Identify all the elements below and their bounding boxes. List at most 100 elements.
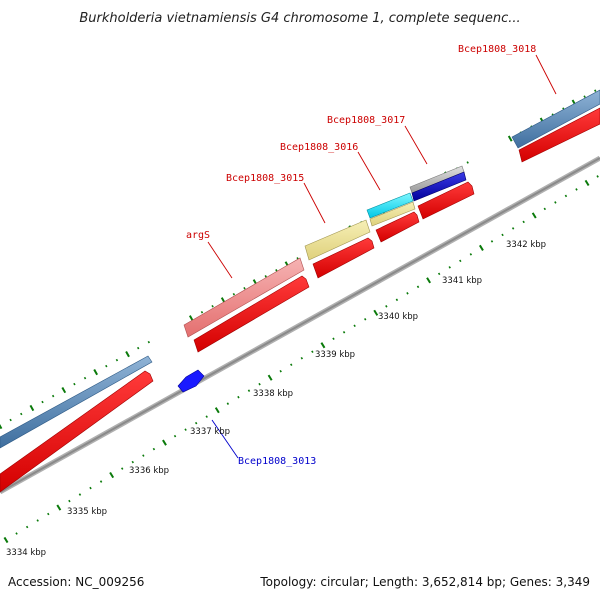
tick-mark: [247, 389, 251, 392]
tick-mark: [564, 194, 568, 198]
tick-mark: [385, 305, 388, 308]
tick-mark: [459, 259, 462, 263]
cds-arrow-3017[interactable]: [417, 181, 475, 220]
tick-mark: [478, 244, 484, 251]
tick-mark: [121, 467, 124, 470]
cds-arrow-args[interactable]: [193, 275, 310, 353]
tick-mark: [596, 175, 599, 178]
kbp-labels: 3334 kbp 3335 kbp 3336 kbp 3337 kbp 3338…: [6, 240, 546, 558]
accession-label: Accession: NC_009256: [8, 575, 144, 589]
gene-label-args[interactable]: argS: [186, 230, 210, 241]
kbp-label: 3341 kbp: [442, 276, 482, 286]
cds-arrow-3013[interactable]: [177, 369, 205, 393]
tick-mark: [9, 418, 12, 422]
tick-mark: [20, 412, 23, 416]
tick-mark: [51, 394, 55, 398]
tick-mark: [47, 512, 50, 516]
feature-block-3017-navy[interactable]: [411, 171, 467, 202]
gene-label-bcep1808-3017[interactable]: Bcep1808_3017: [327, 115, 405, 126]
tick-mark: [73, 382, 76, 386]
tick-mark: [200, 310, 204, 314]
tick-mark: [211, 304, 214, 308]
tick-mark: [353, 324, 356, 328]
tick-mark: [162, 439, 167, 446]
tick-mark: [0, 423, 3, 430]
tick-mark: [300, 356, 304, 360]
tick-mark: [416, 285, 420, 289]
tick-mark: [267, 374, 273, 381]
tick-mark: [142, 454, 145, 457]
feature-track-outer: [0, 89, 600, 449]
tick-mark: [311, 350, 314, 354]
tick-mark: [543, 207, 547, 211]
feature-block-args[interactable]: [183, 257, 305, 338]
tick-mark: [136, 346, 140, 350]
tick-mark: [594, 89, 597, 92]
tick-mark: [264, 275, 267, 278]
tick-mark: [279, 369, 282, 373]
tick-mark: [332, 337, 335, 341]
tick-mark: [105, 364, 108, 368]
tick-mark: [466, 161, 469, 164]
tick-mark: [214, 407, 220, 414]
gene-label-bcep1808-3016[interactable]: Bcep1808_3016: [280, 142, 358, 153]
tick-mark: [511, 227, 515, 230]
feature-block-3016-khaki[interactable]: [369, 201, 416, 227]
tick-mark: [41, 400, 44, 404]
feature-block-left-steel[interactable]: [0, 355, 153, 449]
gene-label-bcep1808-3018[interactable]: Bcep1808_3018: [458, 44, 536, 55]
tick-mark: [36, 519, 39, 522]
tick-mark: [109, 472, 115, 479]
kbp-label: 3337 kbp: [190, 427, 230, 437]
kbp-label: 3338 kbp: [253, 389, 293, 399]
tick-mark: [115, 358, 119, 362]
cds-arrow-left[interactable]: [0, 370, 154, 493]
tick-mark: [395, 298, 399, 302]
tick-mark: [342, 330, 346, 334]
tick-mark: [448, 266, 451, 269]
tick-mark: [83, 376, 87, 380]
gene-label-bcep1808-3013[interactable]: Bcep1808_3013: [238, 456, 316, 467]
cds-track: [0, 107, 600, 493]
tick-mark: [490, 240, 494, 243]
tick-mark: [575, 188, 578, 191]
cds-arrow-3018[interactable]: [518, 107, 600, 163]
tick-mark: [237, 395, 240, 399]
tick-mark: [584, 179, 590, 187]
tick-mark: [406, 292, 409, 295]
tick-mark: [93, 369, 99, 376]
tick-mark: [15, 532, 18, 535]
tick-mark: [131, 460, 134, 464]
tick-mark: [290, 363, 293, 366]
feature-block-3016-cyan[interactable]: [366, 192, 414, 219]
tick-mark: [25, 525, 29, 529]
gene-labels: Bcep1808_3018 Bcep1808_3017 Bcep1808_301…: [186, 44, 536, 467]
tick-mark: [89, 486, 92, 490]
kbp-label: 3342 kbp: [506, 240, 546, 250]
cds-arrow-3015[interactable]: [312, 237, 375, 279]
cds-arrow-3016[interactable]: [375, 211, 420, 243]
tick-mark: [320, 342, 326, 349]
tick-mark: [3, 536, 9, 544]
tick-mark: [29, 404, 35, 412]
feature-block-3015[interactable]: [304, 219, 371, 261]
tick-mark: [78, 493, 82, 496]
tick-mark: [184, 428, 187, 431]
tick-mark: [258, 382, 261, 386]
tick-mark: [501, 233, 504, 237]
gene-label-bcep1808-3015[interactable]: Bcep1808_3015: [226, 173, 304, 184]
tick-mark: [226, 402, 230, 405]
feature-block-right-steel[interactable]: [511, 89, 600, 149]
tick-mark: [194, 421, 198, 425]
tick-mark: [507, 135, 513, 142]
tick-mark: [232, 293, 236, 296]
tick-mark: [583, 95, 586, 98]
tick-mark: [531, 212, 537, 219]
tick-mark: [363, 318, 367, 321]
tick-mark: [554, 201, 557, 204]
tick-mark: [173, 434, 177, 438]
kbp-label: 3340 kbp: [378, 312, 418, 322]
kbp-label: 3339 kbp: [315, 350, 355, 360]
tick-mark: [152, 447, 156, 451]
